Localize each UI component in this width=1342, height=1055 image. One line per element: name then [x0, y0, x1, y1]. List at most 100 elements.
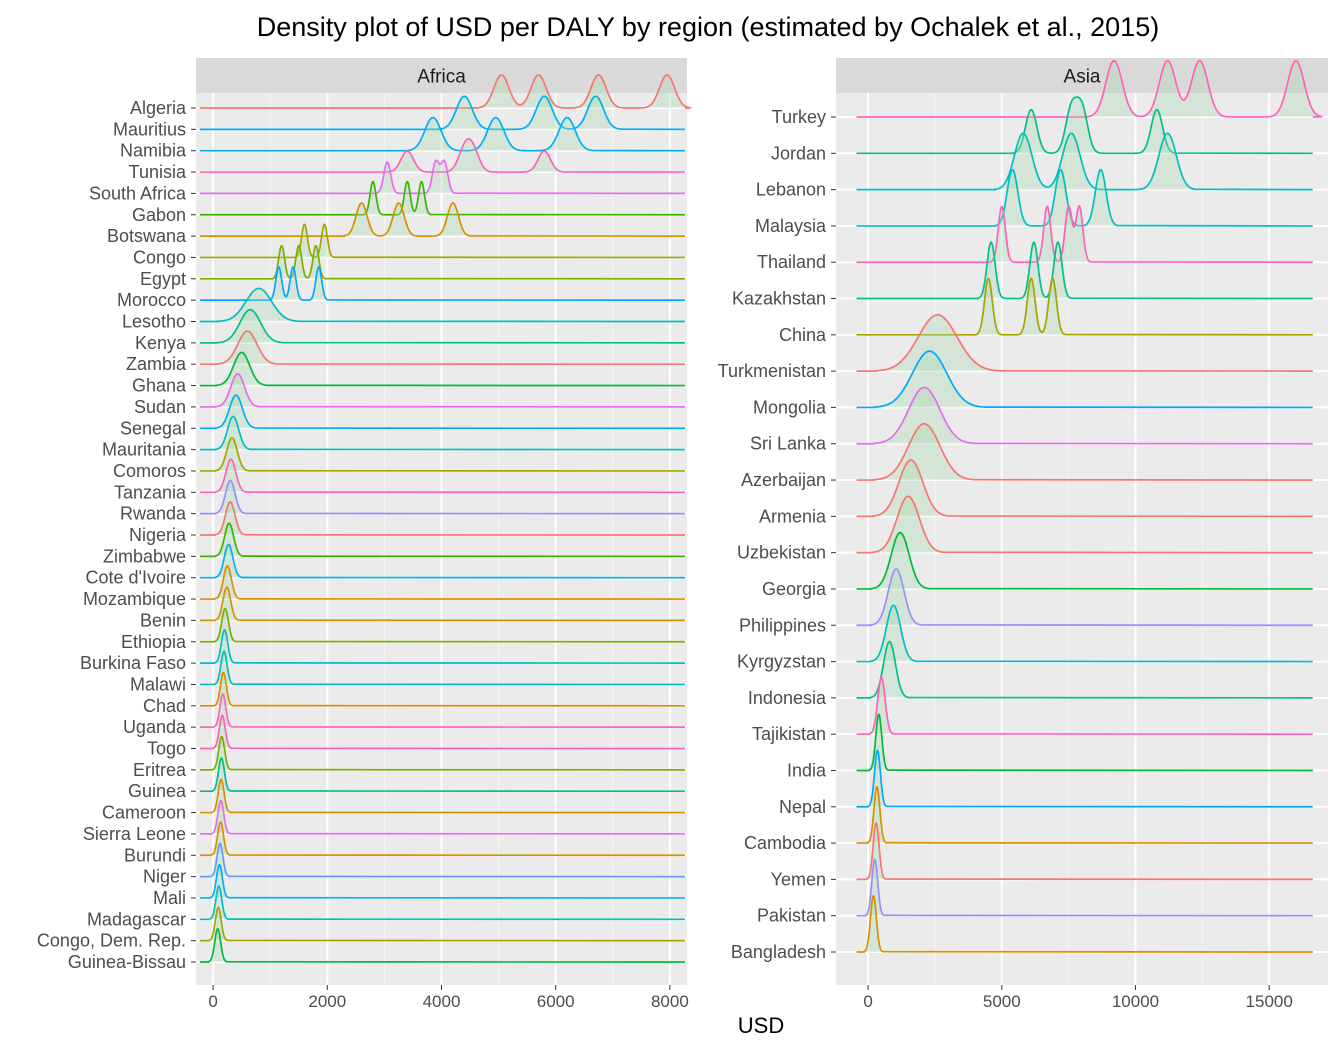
density-curve — [199, 799, 685, 835]
density-curve — [199, 330, 685, 366]
y-tick-label: Georgia — [762, 579, 827, 599]
panel-background — [836, 93, 1328, 985]
density-curve — [856, 604, 1313, 663]
y-tick-label: Niger — [143, 867, 186, 887]
density-fill — [272, 245, 326, 279]
y-tick-label: Bangladesh — [731, 942, 826, 962]
y-tick-label: Uzbekistan — [737, 543, 826, 563]
density-curve — [856, 713, 1313, 772]
facet-strip-label: Asia — [1064, 67, 1101, 88]
density-fill — [874, 351, 985, 408]
facet-strip-label: Africa — [417, 67, 466, 88]
density-curve — [199, 928, 685, 963]
chart-title: Density plot of USD per DALY by region (… — [257, 12, 1159, 42]
density-fill — [975, 278, 1066, 335]
x-tick-label: 0 — [863, 992, 872, 1011]
y-tick-label: Benin — [140, 610, 186, 630]
y-tick-label: Turkmenistan — [718, 361, 826, 381]
y-tick-label: Nigeria — [129, 525, 187, 545]
density-fill — [995, 133, 1196, 190]
density-curve — [856, 858, 1313, 917]
y-tick-label: Azerbaijan — [741, 470, 826, 490]
density-curve — [199, 458, 685, 494]
density-curve — [199, 116, 685, 152]
y-tick-label: Malaysia — [755, 216, 827, 236]
y-tick-label: Guinea — [128, 781, 187, 801]
y-tick-label: Madagascar — [87, 909, 186, 929]
y-tick-label: Indonesia — [748, 688, 827, 708]
y-tick-label: Burkina Faso — [80, 653, 186, 673]
density-curve — [856, 168, 1313, 227]
x-axis-label: USD — [738, 1013, 784, 1038]
y-tick-label: Chad — [143, 696, 186, 716]
y-tick-label: Lesotho — [122, 312, 186, 332]
y-tick-label: Mauritius — [113, 119, 186, 139]
density-curve — [856, 422, 1313, 481]
density-curve — [856, 568, 1313, 627]
density-curve — [856, 314, 1313, 372]
y-tick-label: Nepal — [779, 797, 826, 817]
density-curve — [199, 394, 685, 430]
density-fill — [477, 74, 692, 108]
density-curve — [199, 714, 685, 750]
density-curve — [199, 287, 685, 323]
density-curve — [199, 778, 685, 814]
density-curve — [199, 308, 685, 344]
y-tick-label: Mauritania — [102, 440, 187, 460]
y-tick-label: Yemen — [771, 869, 826, 889]
x-tick-label: 2000 — [308, 992, 346, 1011]
y-tick-label: Mali — [153, 888, 186, 908]
y-tick-label: Mongolia — [753, 397, 827, 417]
y-tick-label: Ghana — [132, 376, 187, 396]
y-tick-label: Zambia — [126, 354, 187, 374]
y-tick-label: Kyrgyzstan — [737, 652, 826, 672]
density-curve — [856, 531, 1313, 590]
y-tick-label: Botswana — [107, 226, 187, 246]
y-tick-label: Sudan — [134, 397, 186, 417]
density-curve — [199, 372, 685, 408]
y-tick-label: India — [787, 760, 827, 780]
y-tick-label: Uganda — [123, 717, 187, 737]
y-tick-label: Senegal — [120, 418, 186, 438]
density-curve — [856, 894, 1313, 953]
density-curve — [856, 96, 1313, 155]
y-tick-label: Namibia — [120, 141, 187, 161]
y-tick-label: Kazakhstan — [732, 289, 826, 309]
density-curve — [199, 202, 685, 237]
y-tick-label: Togo — [147, 739, 186, 759]
y-tick-label: Philippines — [739, 615, 826, 635]
density-curve — [199, 906, 685, 942]
y-tick-label: Ethiopia — [121, 632, 187, 652]
density-fill — [376, 160, 456, 194]
y-tick-label: Sri Lanka — [750, 434, 827, 454]
y-tick-label: Algeria — [130, 98, 187, 118]
y-tick-label: Comoros — [113, 461, 186, 481]
density-curve — [199, 95, 685, 131]
density-fill — [295, 224, 334, 258]
y-tick-label: Eritrea — [133, 760, 187, 780]
x-tick-label: 8000 — [651, 992, 689, 1011]
density-curve — [199, 693, 685, 728]
density-curve — [199, 842, 685, 878]
y-tick-label: Sierra Leone — [83, 824, 186, 844]
density-curve — [199, 138, 685, 173]
y-tick-label: Morocco — [117, 290, 186, 310]
y-tick-label: Thailand — [757, 252, 826, 272]
density-curve — [199, 565, 685, 600]
density-curve — [199, 586, 685, 622]
density-curve — [199, 415, 685, 451]
y-tick-label: Gabon — [132, 205, 186, 225]
density-curve — [856, 749, 1313, 808]
density-curve — [199, 543, 685, 579]
y-tick-label: China — [779, 325, 827, 345]
density-curve — [199, 437, 685, 472]
density-curve — [199, 479, 685, 515]
x-tick-label: 6000 — [537, 992, 575, 1011]
y-tick-label: Tanzania — [114, 482, 187, 502]
y-tick-label: Cambodia — [744, 833, 827, 853]
density-fill — [875, 314, 1000, 372]
x-tick-label: 0 — [208, 992, 217, 1011]
y-tick-label: Burundi — [124, 845, 186, 865]
